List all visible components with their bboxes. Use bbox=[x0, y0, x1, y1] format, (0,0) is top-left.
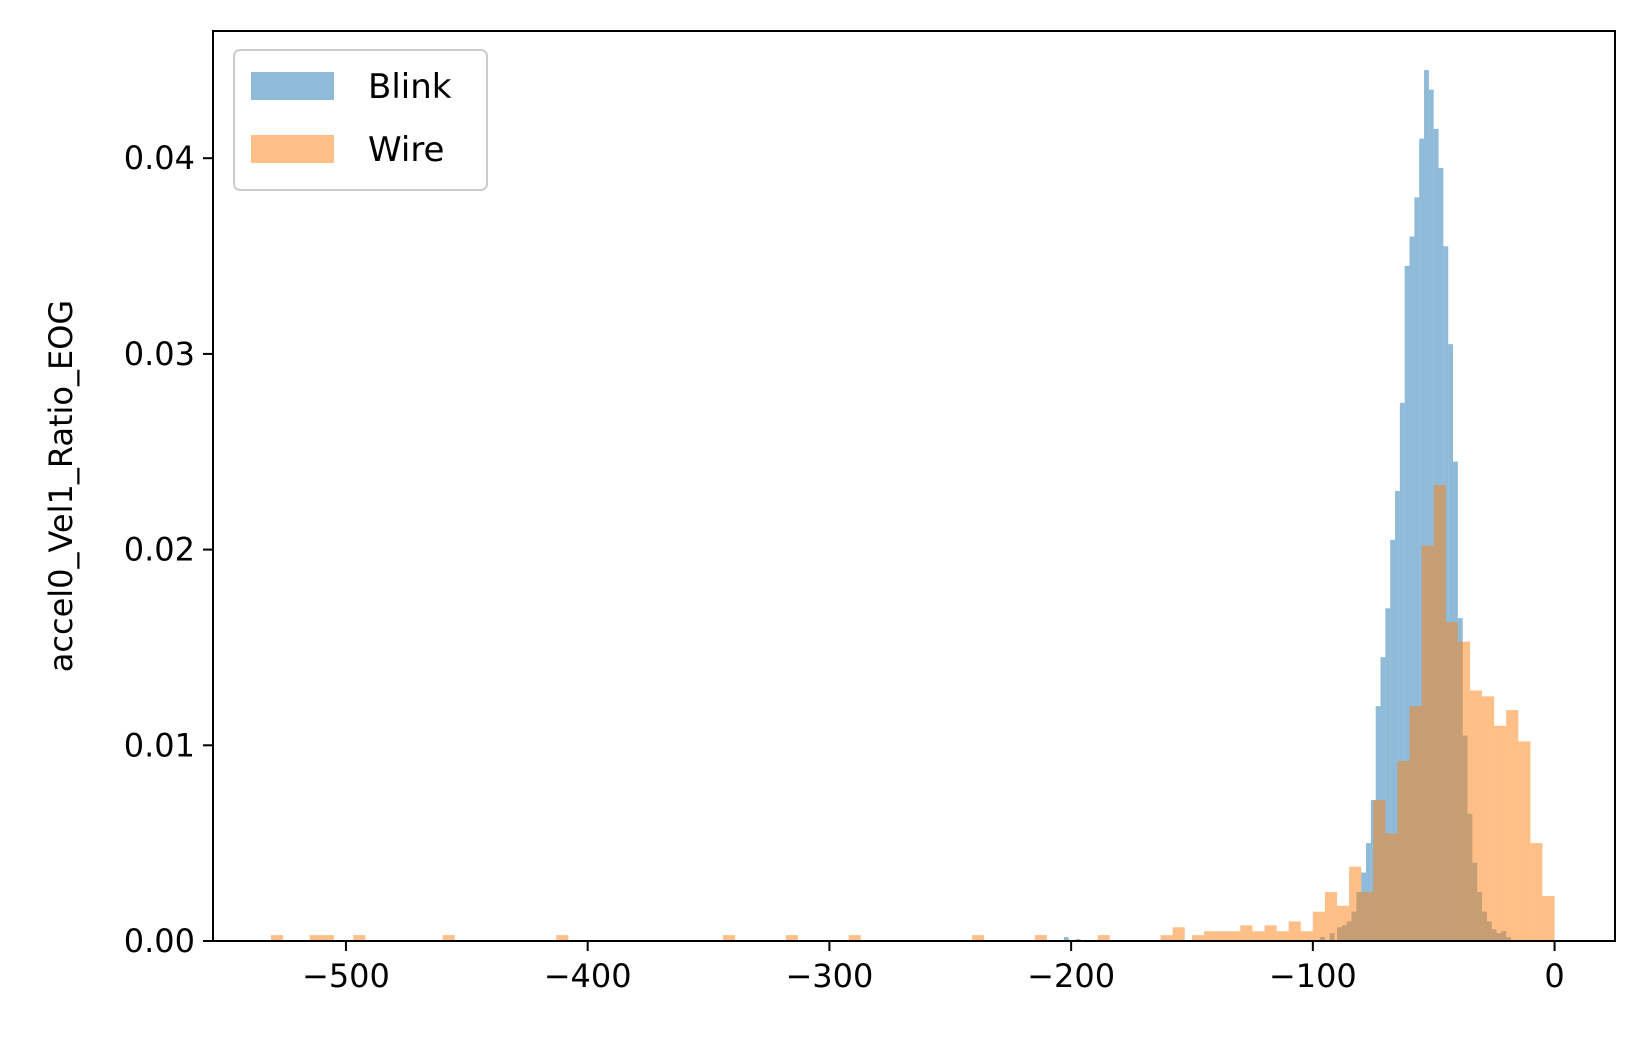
x-tick-label: −200 bbox=[1027, 957, 1115, 995]
histogram-bar bbox=[1518, 741, 1531, 941]
histogram-bar bbox=[1324, 892, 1338, 941]
histogram-bar bbox=[271, 935, 284, 941]
histogram-bar bbox=[1385, 833, 1398, 941]
histogram-bar bbox=[1542, 895, 1555, 941]
y-tick-label: 0.04 bbox=[124, 139, 195, 177]
histogram-bar bbox=[1419, 138, 1425, 941]
histogram-bar bbox=[1337, 905, 1350, 941]
histogram-bar bbox=[1404, 265, 1410, 942]
histogram-bar bbox=[1366, 843, 1371, 941]
histogram-bar bbox=[1370, 800, 1376, 941]
histogram-bar bbox=[1395, 490, 1400, 941]
histogram-bar bbox=[1361, 892, 1374, 941]
histogram-bar bbox=[353, 935, 366, 941]
histogram-bar bbox=[556, 935, 569, 941]
histogram-bar bbox=[1312, 911, 1325, 941]
histogram-bar bbox=[1482, 696, 1495, 941]
x-tick-label: −400 bbox=[544, 957, 632, 995]
x-tick-label: −500 bbox=[302, 957, 390, 995]
histogram-bar bbox=[1276, 931, 1289, 941]
histogram-bar bbox=[1397, 760, 1410, 941]
histogram-bar bbox=[321, 935, 334, 941]
histogram-bar bbox=[1409, 706, 1422, 941]
histogram-bar bbox=[1433, 485, 1446, 941]
legend-swatch-blink bbox=[251, 72, 334, 100]
y-axis: 0.00 0.01 0.02 0.03 0.04 bbox=[124, 139, 213, 960]
histogram-bar bbox=[972, 935, 985, 941]
y-tick-label: 0.02 bbox=[124, 531, 195, 569]
histogram-bar bbox=[1409, 236, 1415, 942]
histogram-bar bbox=[1191, 935, 1205, 941]
histogram-bar bbox=[1424, 70, 1429, 941]
histogram-bar bbox=[1428, 89, 1434, 941]
histogram-bar bbox=[1228, 931, 1241, 941]
y-axis-label: accel0_Vel1_Ratio_EOG bbox=[42, 300, 80, 672]
legend-label-blink: Blink bbox=[368, 67, 452, 107]
histogram-bar bbox=[1160, 935, 1173, 941]
histogram-bar bbox=[1457, 641, 1470, 941]
x-tick-label: −100 bbox=[1269, 957, 1357, 995]
histogram-bar bbox=[442, 935, 455, 941]
bars-layer bbox=[271, 70, 1555, 942]
histogram-bar bbox=[1034, 935, 1047, 941]
histogram-bar bbox=[1445, 622, 1458, 941]
histogram-bar bbox=[1216, 931, 1229, 941]
histogram-bar bbox=[1390, 539, 1396, 941]
histogram-bar bbox=[1421, 545, 1434, 941]
histogram-bar bbox=[1288, 921, 1301, 941]
x-tick-label: 0 bbox=[1544, 957, 1564, 995]
histogram-bar bbox=[1063, 937, 1069, 941]
x-tick-label: −300 bbox=[785, 957, 873, 995]
histogram-bar bbox=[1399, 402, 1405, 942]
legend: Blink Wire bbox=[233, 49, 488, 191]
histogram-bar bbox=[1172, 927, 1185, 941]
histogram-bar bbox=[1240, 925, 1253, 941]
histogram-bar bbox=[785, 935, 798, 941]
histogram-bar bbox=[723, 935, 736, 941]
legend-swatch-wire bbox=[251, 135, 334, 163]
histogram-bar bbox=[1264, 925, 1277, 941]
histogram-bar bbox=[1204, 931, 1217, 941]
series-wire bbox=[271, 485, 1555, 941]
histogram-bar bbox=[1300, 931, 1313, 941]
histogram-bar bbox=[1252, 931, 1265, 941]
histogram-bar bbox=[1349, 866, 1362, 941]
histogram-bar bbox=[1385, 608, 1391, 941]
histogram-bar bbox=[1414, 197, 1420, 942]
histogram-bar bbox=[1506, 710, 1519, 941]
histogram-bar bbox=[1373, 800, 1386, 941]
histogram-bar bbox=[309, 935, 322, 941]
histogram-bar bbox=[1494, 725, 1507, 941]
histogram-bar bbox=[848, 935, 861, 941]
y-tick-label: 0.03 bbox=[124, 335, 195, 373]
legend-label-wire: Wire bbox=[368, 130, 444, 170]
x-axis: −500 −400 −300 −200 −100 0 bbox=[302, 941, 1565, 995]
y-tick-label: 0.00 bbox=[124, 922, 195, 960]
histogram-bar bbox=[1380, 657, 1386, 941]
histogram-bar bbox=[1469, 690, 1483, 941]
histogram-bar bbox=[1097, 935, 1110, 941]
histogram-bar bbox=[1530, 843, 1543, 941]
axes-frame bbox=[212, 30, 1616, 942]
y-tick-label: 0.01 bbox=[124, 726, 195, 764]
